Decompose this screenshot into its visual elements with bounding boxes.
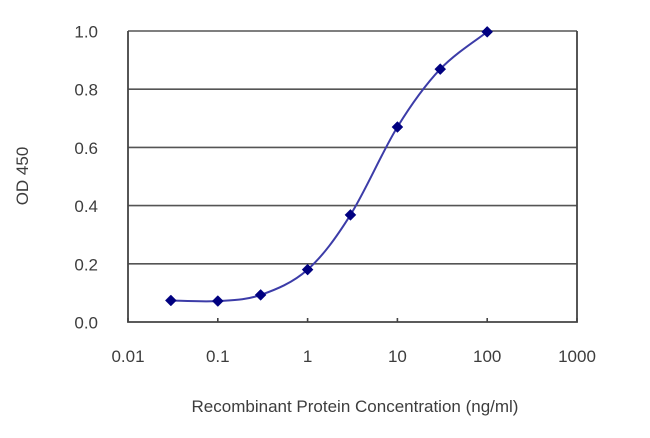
data-point-diamond: [434, 63, 447, 75]
y-axis-tick-labels: 0.0 0.2 0.4 0.6 0.8 1.0: [74, 23, 98, 333]
y-tick-label: 0.0: [74, 314, 98, 333]
plot-frame: [127, 31, 578, 323]
data-point-diamond: [211, 295, 224, 307]
y-tick-label: 1.0: [74, 23, 98, 42]
x-axis-tick-labels: 0.01 0.1 1 10 100 1000: [111, 347, 595, 366]
axes: [127, 31, 578, 323]
gridlines: [128, 30, 577, 265]
y-tick-label: 0.2: [74, 255, 98, 274]
data-point-diamond: [301, 263, 314, 276]
y-tick-label: 0.8: [74, 81, 98, 100]
data-point-diamond: [391, 121, 404, 133]
x-tick-label: 10: [388, 347, 407, 366]
x-tick-label: 1000: [558, 347, 596, 366]
y-tick-label: 0.6: [74, 139, 98, 158]
x-tick-label: 0.01: [111, 347, 144, 366]
data-point-diamond: [344, 209, 357, 221]
series-line: [170, 31, 488, 303]
data-point-diamond: [164, 294, 177, 307]
x-axis-label: Recombinant Protein Concentration (ng/ml…: [192, 397, 519, 416]
y-axis-label: OD 450: [13, 147, 32, 206]
y-tick-label: 0.4: [74, 197, 98, 216]
data-point-diamond: [481, 26, 494, 38]
data-point-diamond: [254, 289, 267, 301]
x-tick-label: 1: [303, 347, 312, 366]
x-tick-label: 100: [473, 347, 501, 366]
x-tick-label: 0.1: [206, 347, 230, 366]
data-series: [164, 26, 494, 307]
